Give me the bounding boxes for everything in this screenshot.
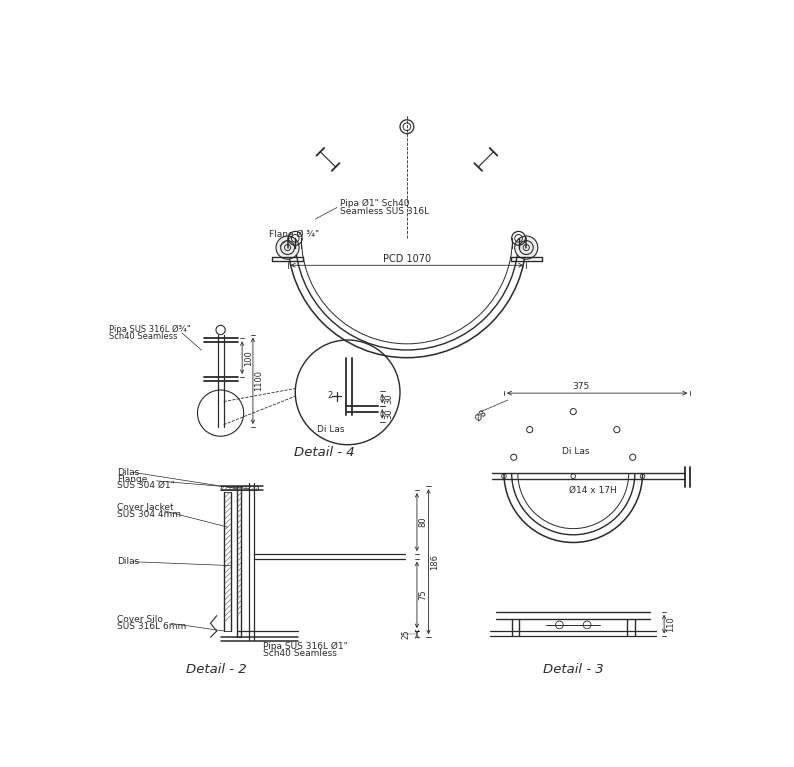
Text: Dilas: Dilas	[117, 468, 139, 477]
Circle shape	[276, 236, 299, 259]
Text: Detail - 4: Detail - 4	[295, 446, 355, 459]
Text: Di Las: Di Las	[561, 447, 589, 456]
Text: 375: 375	[572, 383, 590, 391]
Circle shape	[515, 236, 538, 259]
Text: Sch40 Seamless: Sch40 Seamless	[263, 649, 337, 658]
Bar	[221, 486, 257, 490]
Text: Di Las: Di Las	[317, 425, 345, 434]
Text: Flane Ø ¾": Flane Ø ¾"	[269, 230, 319, 239]
Text: 80: 80	[418, 517, 427, 528]
Text: Cover Silo: Cover Silo	[117, 615, 163, 624]
Text: 2: 2	[327, 391, 333, 400]
Text: Flange: Flange	[117, 475, 147, 484]
Text: Pipa Ø1" Sch40: Pipa Ø1" Sch40	[340, 199, 410, 209]
Bar	[237, 486, 241, 637]
Text: PCD 1070: PCD 1070	[383, 254, 431, 264]
Text: Sch40 Seamless: Sch40 Seamless	[109, 332, 177, 341]
Text: 1100: 1100	[254, 370, 264, 391]
Text: 30: 30	[384, 393, 393, 403]
Text: SUS 304 Ø1": SUS 304 Ø1"	[117, 481, 175, 490]
Text: 75: 75	[418, 590, 427, 600]
Text: 110: 110	[665, 616, 675, 632]
Text: Pipa SUS 316L Ø¾": Pipa SUS 316L Ø¾"	[109, 324, 191, 334]
Text: 100: 100	[244, 350, 252, 366]
Text: Ø8: Ø8	[473, 408, 488, 423]
Text: SUS 304 4mm: SUS 304 4mm	[117, 510, 180, 519]
Text: Ø14 x 17H: Ø14 x 17H	[569, 486, 617, 495]
Text: 30: 30	[384, 409, 393, 420]
Bar	[225, 492, 230, 631]
Text: Detail - 3: Detail - 3	[543, 663, 603, 676]
Text: Detail - 2: Detail - 2	[187, 663, 247, 676]
Text: Dilas: Dilas	[117, 558, 139, 566]
Text: Seamless SUS 316L: Seamless SUS 316L	[340, 207, 429, 216]
Text: Pipa SUS 316L Ø1": Pipa SUS 316L Ø1"	[263, 642, 348, 651]
Text: Cover Jacket: Cover Jacket	[117, 503, 173, 512]
Text: SUS 316L 6mm: SUS 316L 6mm	[117, 622, 186, 631]
Text: 25: 25	[402, 629, 410, 639]
Text: 186: 186	[430, 554, 439, 570]
